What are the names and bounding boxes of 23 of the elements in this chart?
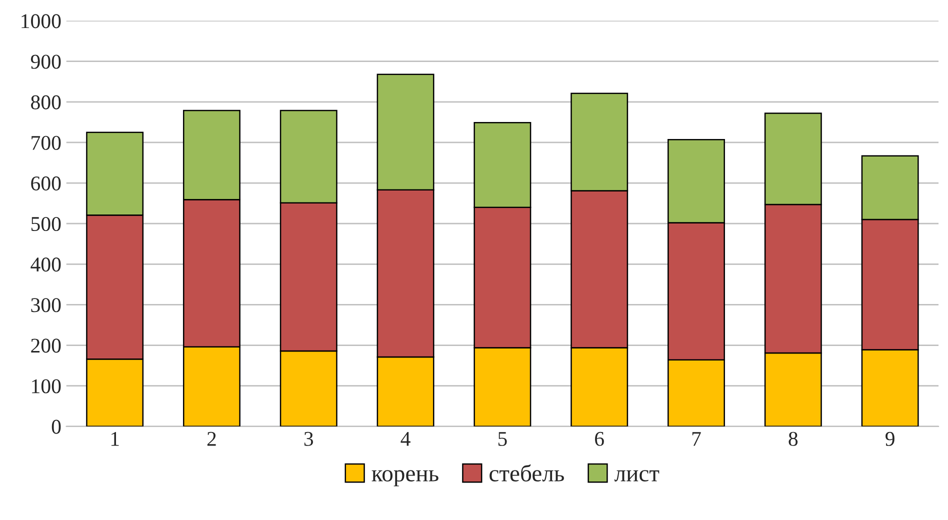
y-tick-label: 900 [30,54,61,69]
y-tick-label: 600 [31,176,61,190]
y-tick-label: 0 [52,420,61,434]
x-tick-label: 6 [595,432,604,446]
x-tick-label: 1 [111,432,119,446]
x-tick-label: 5 [498,432,507,446]
x-tick-label: 7 [692,432,701,446]
y-tick-label: 800 [31,95,61,110]
y-tick-label: 100 [32,379,61,394]
x-tick-label: 4 [400,432,410,446]
y-tick-label: 200 [31,338,61,353]
y-tick-label: 300 [31,298,61,312]
y-tick-label: 400 [30,258,61,272]
y-tick-label: 1000 [22,14,61,28]
y-tick-label: 700 [32,136,61,150]
legend-label: корень [372,470,438,486]
y-tick-label: 500 [31,216,61,232]
x-tick-label: 3 [304,432,314,446]
legend-label: лист [614,470,660,482]
x-tick-label: 9 [886,432,894,446]
x-tick-label: 2 [207,432,216,446]
x-tick-label: 8 [788,432,798,446]
legend-label: стебель [490,464,564,482]
